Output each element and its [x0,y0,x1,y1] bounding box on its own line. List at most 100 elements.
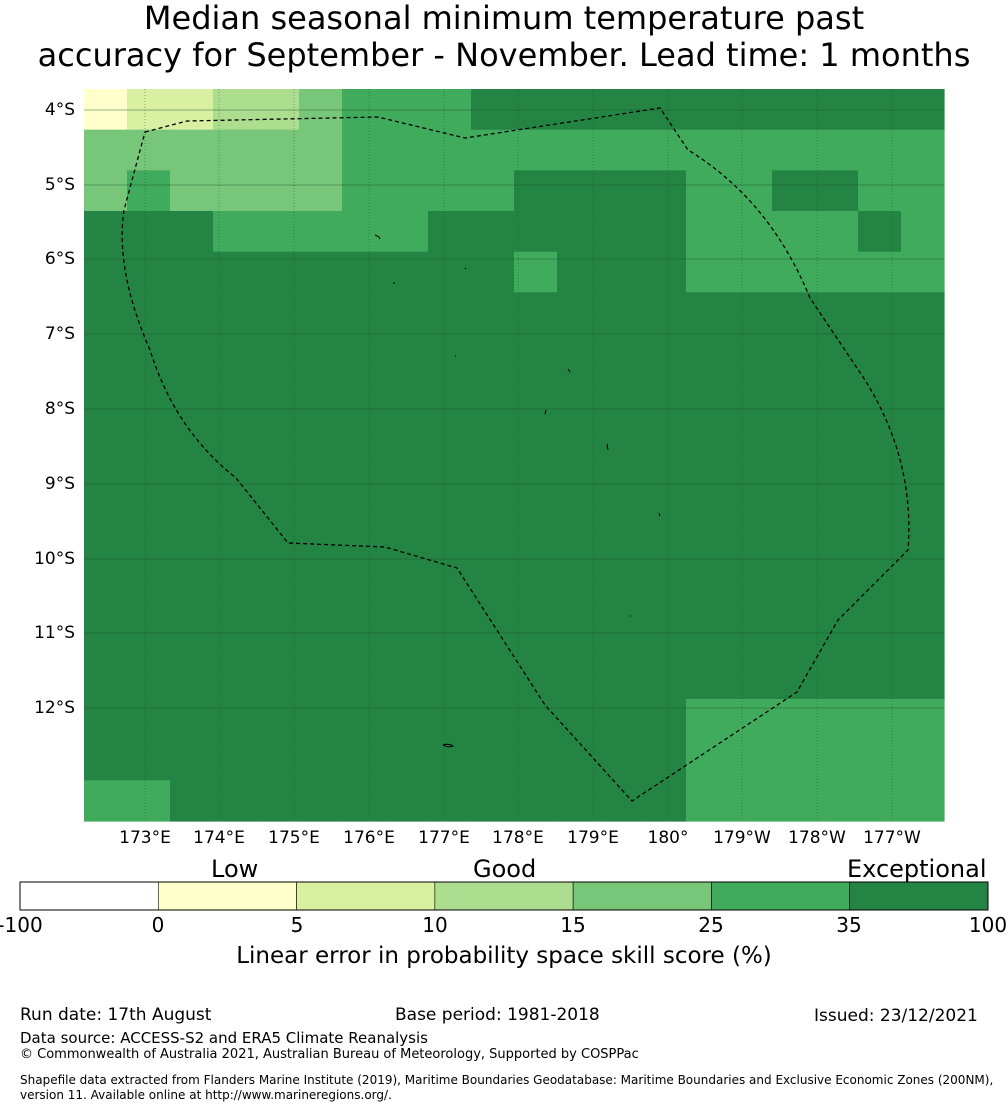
grid-cell [256,170,300,212]
grid-cell [600,617,644,659]
colorbar-segment [572,881,712,911]
grid-cell [213,251,257,293]
grid-cell [385,658,429,700]
lat-label-7s: 7°S [44,324,75,344]
grid-cell [815,495,859,537]
grid-cell [514,292,558,334]
grid-cell [471,617,515,659]
colorbar-tick-label: 15 [560,913,586,937]
grid-cell [772,373,816,415]
grid-cell [643,617,687,659]
grid-cell [772,251,816,293]
grid-cell [299,129,343,171]
grid-cell [256,373,300,415]
grid-cell [600,170,644,212]
grid-cell [600,129,644,171]
grid-cell [299,495,343,537]
grid-cell [729,333,773,375]
grid-cell [858,170,902,212]
grid-cell [385,699,429,741]
grid-cell [471,170,515,212]
grid-cell [170,699,214,741]
lon-label-180: 180° [647,828,689,848]
grid-cell [213,577,257,619]
shapefile-credit-line-2: version 11. Available online at http://w… [20,1088,392,1102]
grid-cell [557,455,601,497]
grid-cell [514,699,558,741]
grid-cell [385,414,429,456]
grid-cell [815,251,859,293]
grid-cell [686,780,730,822]
grid-cell [686,211,730,253]
grid-cell [557,251,601,293]
grid-cell [514,455,558,497]
grid-cell [342,455,386,497]
issued-date: Issued: 23/12/2021 [814,1006,978,1026]
lat-label-5s: 5°S [44,175,75,195]
grid-cell [127,617,171,659]
grid-cell [772,739,816,781]
grid-cell [299,373,343,415]
grid-cell [815,536,859,578]
grid-cell [342,373,386,415]
grid-cell [772,414,816,456]
grid-cell [772,292,816,334]
grid-cell [772,455,816,497]
grid-cell [901,536,945,578]
grid-cell [514,211,558,253]
grid-cell [772,211,816,253]
grid-cell [815,333,859,375]
grid-cell [256,333,300,375]
grid-cell [729,617,773,659]
grid-cell [901,373,945,415]
grid-cell [772,129,816,171]
lat-label-8s: 8°S [44,399,75,419]
grid-cell [428,780,472,822]
grid-cell [84,536,128,578]
grid-cell [815,170,859,212]
grid-cell [170,129,214,171]
grid-cell [729,658,773,700]
grid-cell [600,536,644,578]
grid-cell [815,739,859,781]
grid-cell [385,373,429,415]
grid-cell [815,780,859,822]
grid-cell [170,251,214,293]
grid-cell [213,455,257,497]
grid-cell [858,739,902,781]
grid-cell [84,170,128,212]
grid-cell [901,292,945,334]
grid-cell [600,495,644,537]
island-outline [658,512,661,517]
grid-cell [256,739,300,781]
grid-cell [299,211,343,253]
grid-cell [557,780,601,822]
grid-cell [428,658,472,700]
grid-cell [342,699,386,741]
grid-cell [342,780,386,822]
grid-cell [600,739,644,781]
island-outline [544,409,547,415]
grid-cell [385,211,429,253]
grid-cell [901,455,945,497]
grid-cell [815,617,859,659]
grid-cell [858,699,902,741]
grid-cell [514,251,558,293]
grid-cell [600,455,644,497]
grid-cell [84,739,128,781]
grid-cell [901,251,945,293]
grid-cell [901,617,945,659]
grid-cell [84,780,128,822]
grid-cell [170,170,214,212]
grid-cell [815,577,859,619]
grid-cell [299,617,343,659]
grid-cell [686,333,730,375]
data-source: Data source: ACCESS-S2 and ERA5 Climate … [20,1029,428,1047]
grid-cell [385,129,429,171]
colorbar-quality-exceptional: Exceptional [847,855,987,883]
grid-cell [127,780,171,822]
grid-cell [84,495,128,537]
grid-cell [299,170,343,212]
grid-cell [170,373,214,415]
grid-cell [84,251,128,293]
